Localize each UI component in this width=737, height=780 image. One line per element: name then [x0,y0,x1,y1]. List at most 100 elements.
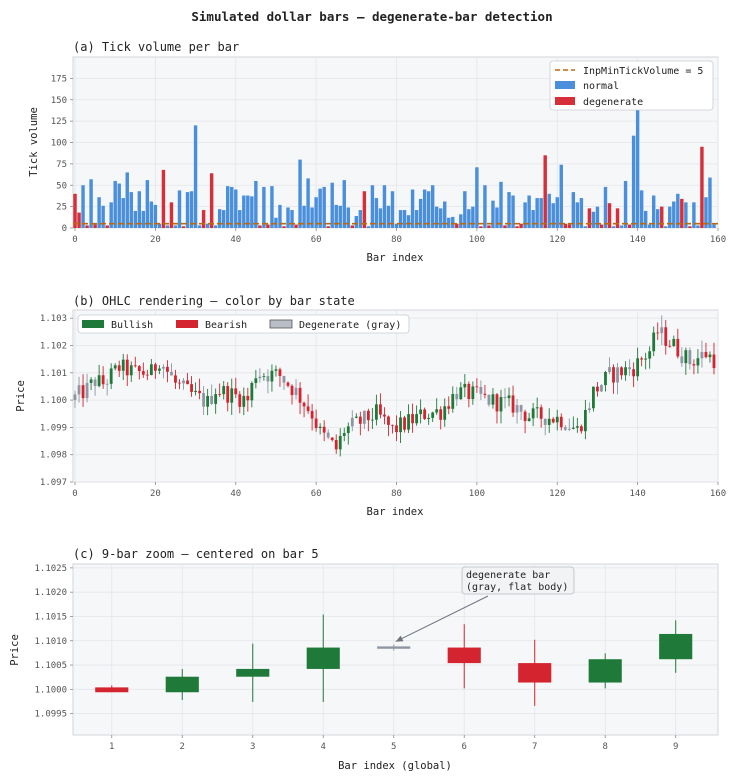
degenerate-bar [209,173,214,228]
bearish-candle [579,426,583,432]
degenerate-bar [515,226,519,228]
bearish-candle [298,387,302,403]
normal-bar [539,198,543,228]
figure-title: Simulated dollar bars — degenerate-bar d… [191,9,552,24]
normal-bar [483,185,487,228]
normal-bar [113,180,117,228]
bullish-candle [158,368,161,371]
degenerate-candle [543,418,547,425]
panel-a-legend: InpMinTickVolume = 5 normal degenerate [549,60,714,111]
bullish-candle [262,376,266,377]
panel-c-ytick-label: 1.1020 [34,588,67,598]
panel-b-ytick-label: 1.100 [40,396,67,406]
panel-b-xtick-label: 40 [230,489,241,499]
normal-bar [499,181,503,228]
normal-bar [555,197,559,228]
normal-bar [523,202,527,228]
panel-c-ylabel: Price [9,634,21,666]
normal-bar [358,210,363,228]
normal-bar [149,201,154,228]
bullish-candle [129,365,133,376]
bearish-candle [640,358,644,360]
degenerate-bar [169,202,174,228]
bearish-candle [656,332,660,334]
degenerate-bar [362,191,367,228]
normal-bar [583,226,588,228]
panel-c-ytick-label: 1.1000 [34,685,67,695]
normal-bar [430,185,435,228]
panel-c-ytick-label: 1.1010 [34,637,67,647]
bullish-candle [242,395,246,407]
bearish-candle [101,375,105,385]
bullish-candle [354,416,358,418]
normal-bar [426,191,431,228]
degenerate-candle [628,367,631,370]
degenerate-bar [700,146,704,228]
bearish-candle [286,382,290,386]
bearish-candle [664,327,668,346]
bearish-candle [198,390,201,394]
bearish-candle [475,386,479,388]
bearish-candle [238,394,242,407]
bearish-candle [704,351,708,358]
bearish-candle [358,416,362,424]
degenerate-annotation: degenerate bar (gray, flat body) [395,566,575,643]
normal-bar [672,201,676,228]
annotation-box [461,566,575,595]
normal-bar [402,210,407,228]
bullish-candle [419,409,423,415]
degenerate-candle [680,356,684,364]
degenerate-bar [181,226,186,228]
panel-c-ytick-label: 1.1025 [34,564,67,574]
bullish-candle [696,358,700,366]
bullish-candle [491,394,495,405]
degenerate-candle [210,395,214,404]
normal-bar [226,186,230,228]
bearish-candle [379,404,382,415]
normal-bar [310,207,314,228]
normal-bar [302,205,306,228]
bullish-candle [250,382,254,401]
bullish-candle [342,433,346,436]
normal-bar [406,215,411,228]
normal-bar [101,205,105,228]
degenerate-bar [201,210,206,228]
normal-bar [422,189,427,228]
normal-bar [643,210,648,228]
normal-bar [230,186,234,228]
legend-degenerate-label: degenerate [583,97,643,108]
panel-c-xtick-label: 2 [180,742,185,752]
degenerate-candle [616,367,619,383]
bullish-candle [194,390,197,392]
normal-bar [270,186,274,228]
zoom-bearish-candle [447,647,481,664]
degenerate-candle [162,366,165,369]
bearish-candle [153,364,157,371]
degenerate-candle [202,393,206,407]
normal-bar [511,195,515,228]
panel-a-xtick-label: 40 [230,235,241,245]
normal-bar [290,210,294,228]
bearish-candle [523,411,527,422]
bearish-candle [190,384,193,392]
normal-bar [467,209,471,228]
bullish-candle [583,409,587,432]
normal-bar [185,192,190,228]
normal-bar [254,180,258,228]
bullish-candle [399,417,402,433]
panel-b-title: (b) OHLC rendering — color by bar state [73,294,355,308]
degenerate-candle [688,350,692,365]
degenerate-bar [326,226,330,228]
bearish-candle [551,418,555,423]
panel-b-xtick-label: 80 [391,489,402,499]
bearish-candle [423,409,427,419]
bearish-candle [133,365,137,367]
panel-b-ytick-label: 1.101 [40,369,67,379]
normal-bar [197,225,202,228]
panel-a-ytick-label: 100 [51,139,67,149]
degenerate-candle [85,382,89,399]
normal-bar [676,193,680,228]
bearish-candle [692,364,696,366]
bearish-candle [174,375,177,383]
